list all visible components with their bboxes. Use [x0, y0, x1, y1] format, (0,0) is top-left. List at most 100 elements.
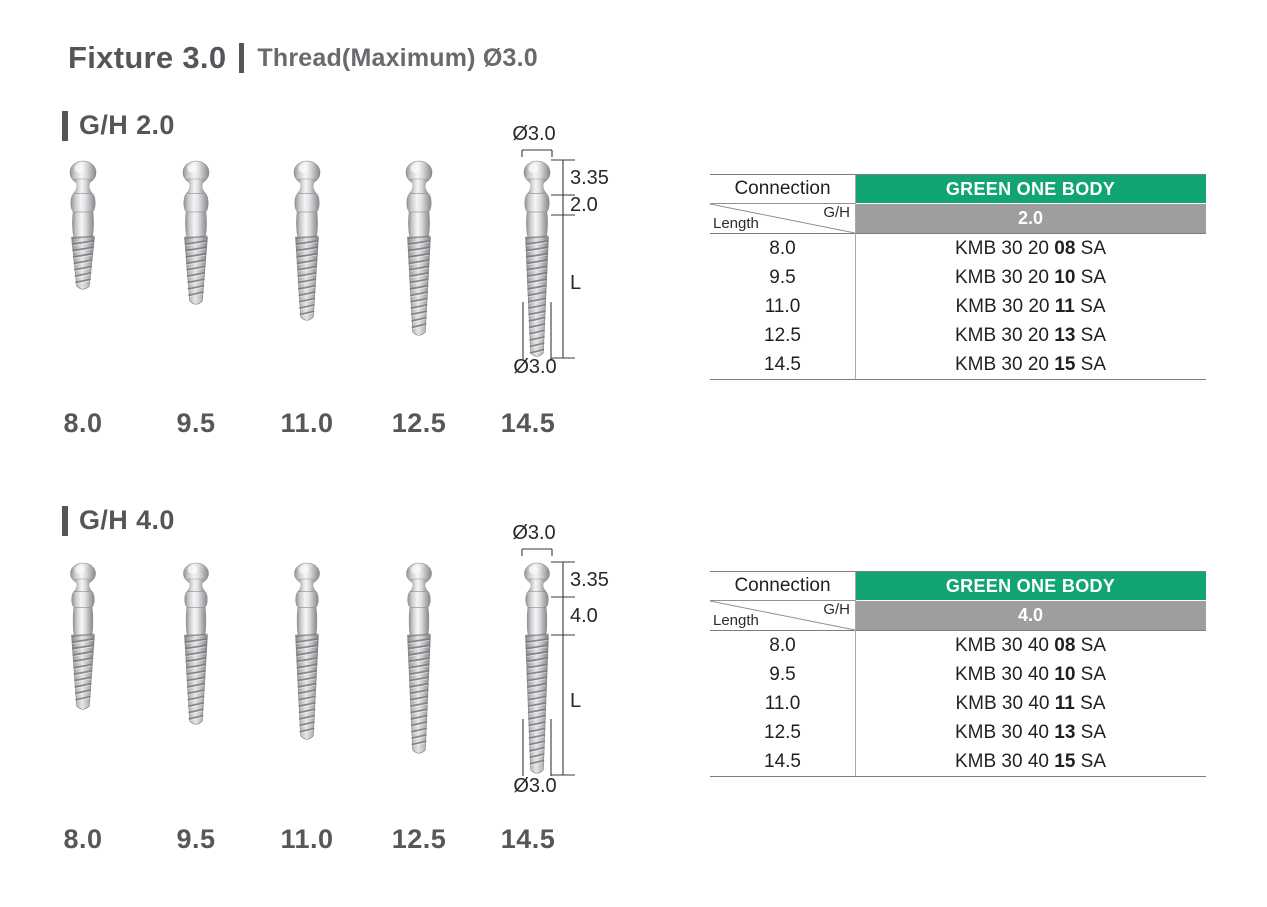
implant-illustration [405, 160, 433, 336]
code-cell: KMB 30 40 11 SA [855, 689, 1206, 718]
gh-value-cell: 4.0 [855, 601, 1206, 630]
gh-value-cell: 2.0 [855, 204, 1206, 233]
code-cell: KMB 30 20 08 SA [855, 234, 1206, 263]
corner-cell: G/H Length [710, 601, 855, 630]
table-row: 11.0 KMB 30 40 11 SA [710, 689, 1206, 718]
length-cell: 14.5 [764, 353, 801, 375]
section-heading: G/H 2.0 [62, 110, 175, 141]
code-suffix: SA [1080, 634, 1107, 656]
gh-row: G/H Length 2.0 [710, 204, 1206, 234]
code-suffix: SA [1080, 750, 1107, 772]
implant-illustration [182, 160, 210, 305]
code-suffix: SA [1080, 295, 1106, 317]
code-cell: KMB 30 40 10 SA [855, 660, 1206, 689]
implant-illustration [293, 160, 321, 321]
title-divider [239, 43, 245, 73]
corner-diagonal [710, 204, 855, 233]
table-header-row: Connection GREEN ONE BODY [710, 572, 1206, 601]
code-prefix: KMB 30 20 [954, 266, 1049, 288]
code-length-digits: 13 [1054, 324, 1076, 346]
spec-table: Connection GREEN ONE BODY G/H Length 2.0 8.0 K… [710, 174, 1206, 380]
dimension-label-bottom-diameter: Ø3.0 [513, 356, 557, 378]
dimension-label-body-length: L [570, 271, 582, 294]
dimension-label-body-length: L [570, 690, 582, 712]
implant-length-label: 11.0 [280, 408, 334, 438]
product-spec: Thread(Maximum) Ø3.0 [257, 43, 538, 72]
code-suffix: SA [1080, 663, 1107, 685]
code-length-digits: 15 [1054, 750, 1076, 772]
dimension-label-head-height: 3.35 [570, 568, 609, 591]
column-divider [855, 572, 856, 776]
code-prefix: KMB 30 20 [954, 237, 1049, 259]
code-suffix: SA [1080, 721, 1107, 743]
length-cell: 9.5 [769, 266, 796, 288]
implant-length-label: 11.0 [280, 824, 334, 854]
implant-illustration [70, 562, 96, 710]
implant-illustration [524, 562, 550, 774]
length-cell: 12.5 [764, 721, 801, 743]
implant-length-label: 8.0 [63, 408, 103, 438]
length-cell: 11.0 [764, 692, 801, 714]
code-cell: KMB 30 40 15 SA [855, 747, 1206, 776]
code-length-digits: 11 [1054, 295, 1075, 317]
code-prefix: KMB 30 20 [955, 295, 1050, 317]
length-cell: 12.5 [764, 324, 801, 346]
brand-header-cell: GREEN ONE BODY [855, 572, 1206, 601]
table-row: 11.0 KMB 30 20 11 SA [710, 292, 1206, 321]
table-row: 9.5 KMB 30 40 10 SA [710, 660, 1206, 689]
section-heading-bar [62, 505, 68, 536]
code-prefix: KMB 30 20 [954, 353, 1049, 375]
table-row: 14.5 KMB 30 20 15 SA [710, 350, 1206, 379]
section-heading-bar [62, 110, 68, 141]
code-cell: KMB 30 20 13 SA [855, 321, 1206, 350]
table-row: 12.5 KMB 30 40 13 SA [710, 718, 1206, 747]
code-cell: KMB 30 40 13 SA [855, 718, 1206, 747]
code-cell: KMB 30 20 15 SA [855, 350, 1206, 379]
length-cell: 11.0 [764, 295, 801, 317]
brand-header-cell: GREEN ONE BODY [855, 175, 1206, 204]
dimension-label-bottom-diameter: Ø3.0 [513, 775, 557, 797]
code-prefix: KMB 30 40 [954, 634, 1049, 656]
table-row: 8.0 KMB 30 40 08 SA [710, 631, 1206, 660]
length-cell: 8.0 [769, 634, 796, 656]
implant-illustration [523, 160, 551, 357]
corner-gh-label: G/H [823, 601, 850, 618]
code-cell: KMB 30 20 11 SA [855, 292, 1206, 321]
table-row: 8.0 KMB 30 20 08 SA [710, 234, 1206, 263]
code-length-digits: 10 [1054, 663, 1076, 685]
gh-row: G/H Length 4.0 [710, 601, 1206, 631]
dimension-label-gingival-height: 4.0 [570, 605, 598, 627]
implant-length-label: 14.5 [500, 824, 556, 854]
code-length-digits: 13 [1054, 721, 1076, 743]
corner-length-label: Length [713, 215, 759, 232]
corner-cell: G/H Length [710, 204, 855, 233]
dimension-label-head-height: 3.35 [570, 166, 609, 189]
code-suffix: SA [1080, 324, 1107, 346]
implant-illustration [69, 160, 97, 290]
length-cell: 14.5 [764, 750, 801, 772]
table-row: 12.5 KMB 30 20 13 SA [710, 321, 1206, 350]
implant-length-label: 9.5 [176, 824, 216, 854]
dimension-label-top-diameter: Ø3.0 [512, 522, 556, 544]
code-cell: KMB 30 40 08 SA [855, 631, 1206, 660]
section-heading: G/H 4.0 [62, 505, 175, 536]
section-heading-text: G/H 4.0 [79, 505, 175, 535]
table-row: 14.5 KMB 30 40 15 SA [710, 747, 1206, 776]
page-title: Fixture 3.0 Thread(Maximum) Ø3.0 [68, 40, 538, 76]
connection-header-cell: Connection [710, 175, 855, 204]
code-suffix: SA [1080, 353, 1107, 375]
code-cell: KMB 30 20 10 SA [855, 263, 1206, 292]
code-suffix: SA [1080, 266, 1107, 288]
length-cell: 9.5 [769, 663, 796, 685]
code-suffix: SA [1080, 692, 1106, 714]
column-divider [855, 175, 856, 379]
product-name: Fixture 3.0 [68, 40, 227, 75]
code-length-digits: 15 [1054, 353, 1076, 375]
table-header-row: Connection GREEN ONE BODY [710, 175, 1206, 204]
implant-length-label: 12.5 [391, 408, 447, 438]
code-prefix: KMB 30 40 [955, 692, 1050, 714]
code-length-digits: 08 [1054, 237, 1076, 259]
code-suffix: SA [1080, 237, 1107, 259]
implant-illustration [294, 562, 320, 740]
